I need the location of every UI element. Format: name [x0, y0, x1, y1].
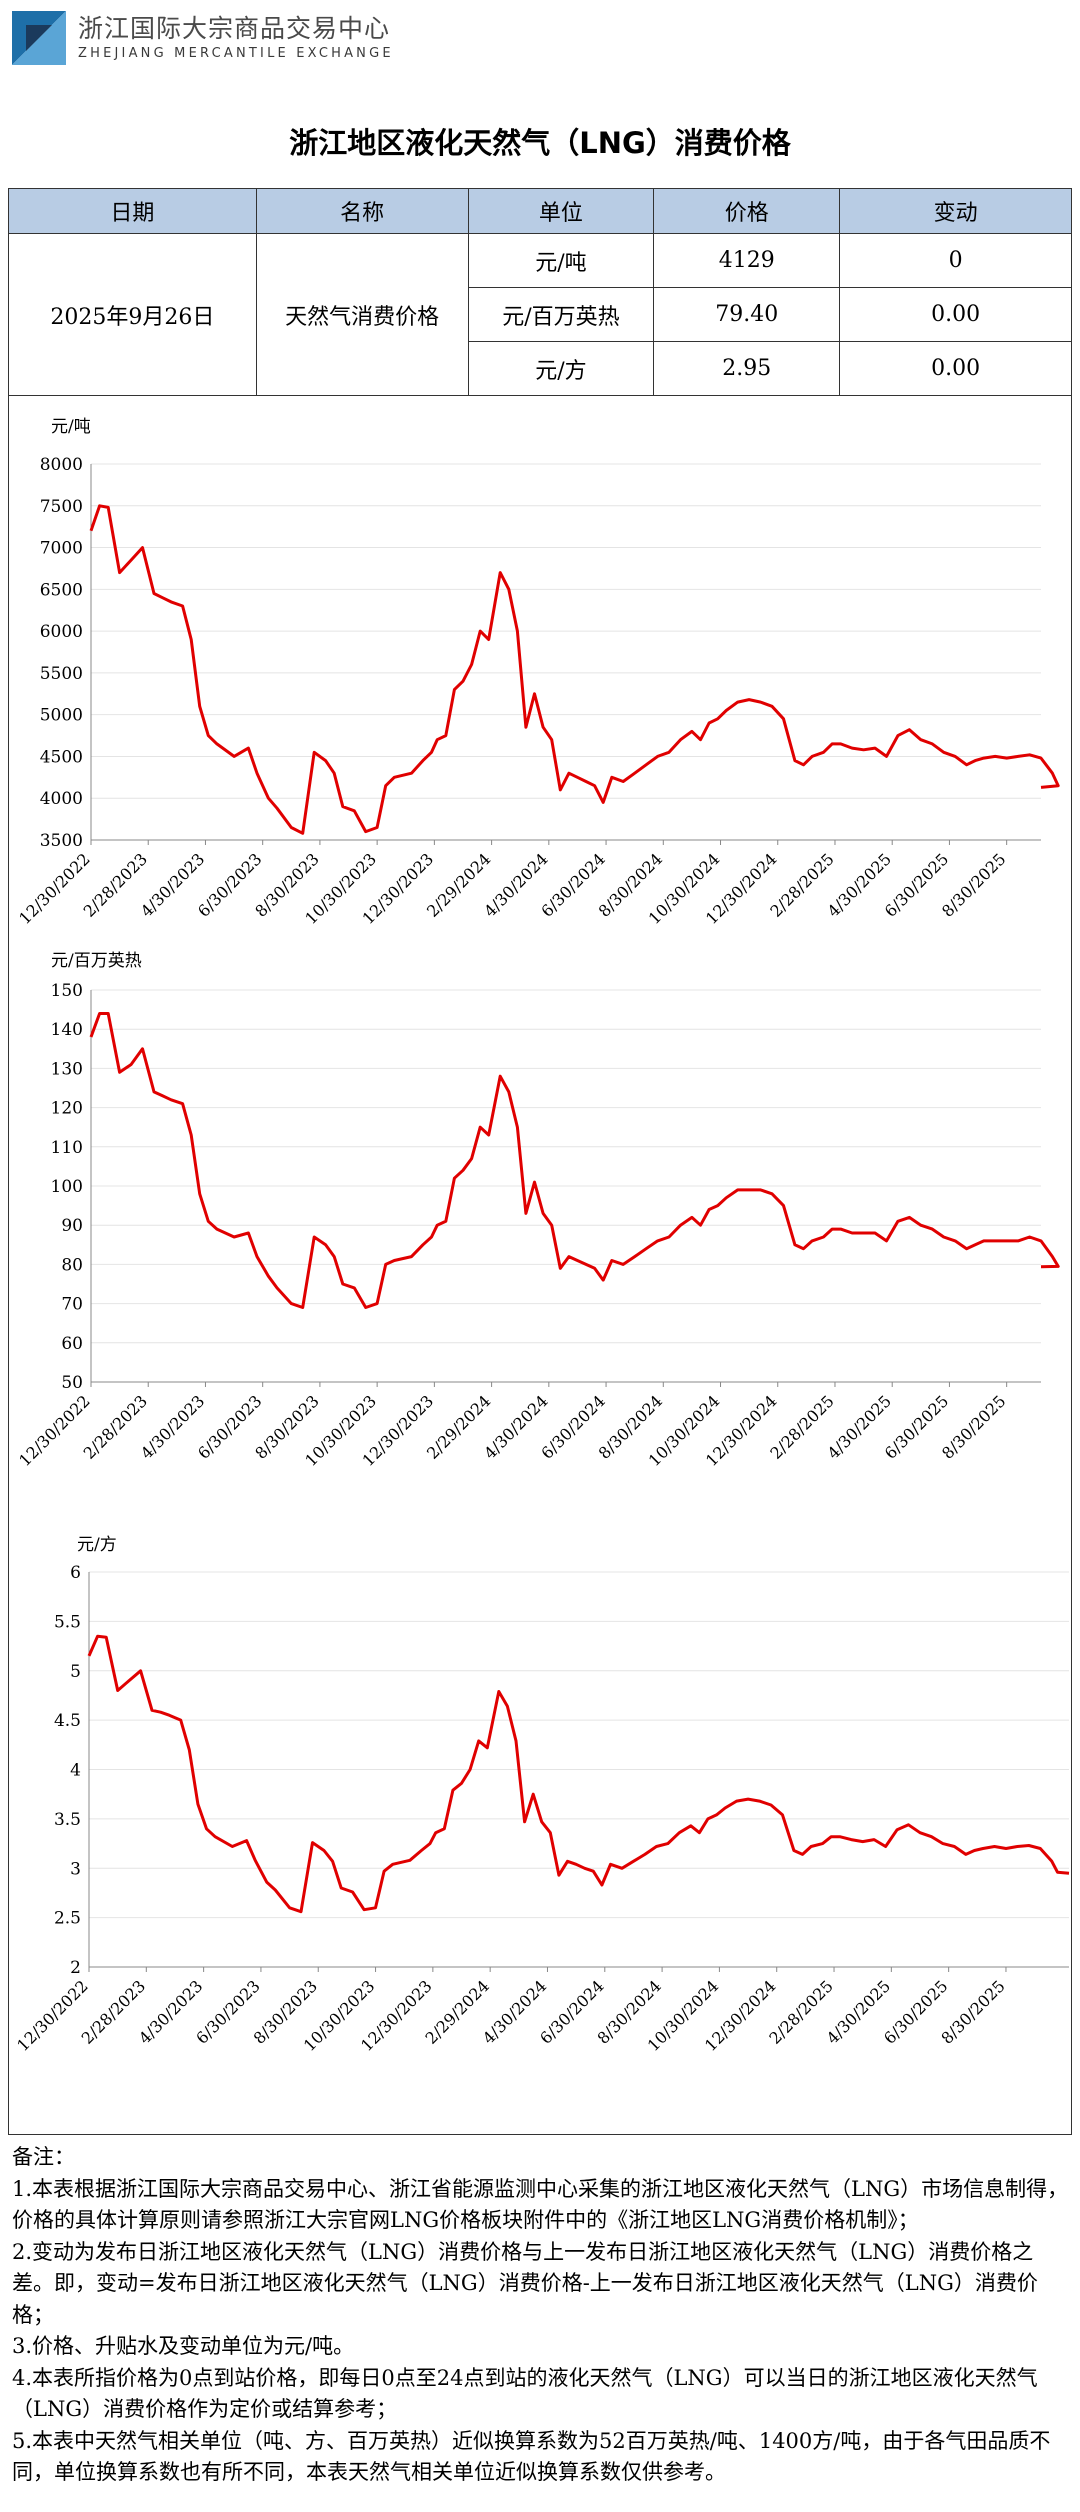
- price-table-header-row: 日期 名称 单位 价格 变动: [8, 188, 1072, 234]
- change-cell: 0: [839, 233, 1072, 288]
- header-date: 日期: [8, 188, 257, 234]
- notes-section: 备注： 1.本表根据浙江国际大宗商品交易中心、浙江省能源监测中心采集的浙江地区液…: [12, 2142, 1070, 2489]
- y-tick-label: 120: [51, 1099, 83, 1119]
- y-axis-label: 元/方: [77, 1535, 117, 1555]
- y-tick-label: 70: [61, 1295, 83, 1315]
- y-tick-label: 4: [70, 1761, 81, 1781]
- y-tick-label: 6500: [40, 580, 83, 600]
- y-tick-label: 6000: [40, 622, 83, 642]
- y-tick-label: 50: [61, 1373, 83, 1393]
- y-tick-label: 3.5: [54, 1810, 81, 1830]
- note-item: 5.本表中天然气相关单位（吨、方、百万英热）近似换算系数为52百万英热/吨、14…: [12, 2428, 1051, 2485]
- header-name: 名称: [255, 188, 469, 234]
- y-tick-label: 4.5: [54, 1711, 81, 1731]
- y-tick-label: 2.5: [54, 1909, 81, 1929]
- y-tick-label: 5000: [40, 706, 83, 726]
- y-tick-label: 3500: [40, 831, 83, 851]
- charts-panel: 3500 4000 4500 5000 5500 6000 6500 7000 7500 8000…: [8, 392, 1072, 2135]
- y-tick-label: 110: [51, 1138, 83, 1158]
- change-cell: 0.00: [839, 341, 1072, 396]
- y-tick-label: 5500: [40, 664, 83, 684]
- note-item: 1.本表根据浙江国际大宗商品交易中心、浙江省能源监测中心采集的浙江地区液化天然气…: [12, 2176, 1069, 2233]
- y-tick-label: 5.5: [54, 1612, 81, 1632]
- y-tick-label: 5: [70, 1662, 81, 1682]
- exchange-header: 浙江国际大宗商品交易中心 ZHEJIANG MERCANTILE EXCHANG…: [12, 8, 394, 68]
- header-unit: 单位: [467, 188, 655, 234]
- y-tick-label: 8000: [40, 455, 83, 475]
- page-title: 浙江地区液化天然气（LNG）消费价格: [289, 126, 791, 160]
- series-line: [89, 1012, 1060, 1309]
- x-tick-label: 12/30/2022: [15, 1391, 94, 1470]
- y-tick-label: 4000: [40, 789, 83, 809]
- date-cell: 2025年9月26日: [8, 233, 257, 396]
- price-cell: 4129: [653, 233, 841, 288]
- x-tick-label: 12/30/2022: [15, 849, 94, 928]
- y-tick-label: 140: [51, 1020, 83, 1040]
- note-item: 2.变动为发布日浙江地区液化天然气（LNG）消费价格与上一发布日浙江地区液化天然…: [12, 2239, 1038, 2327]
- table-row: 2025年9月26日 天然气消费价格 元/吨 4129 0: [8, 233, 1072, 396]
- y-tick-label: 130: [51, 1059, 83, 1079]
- y-tick-label: 2: [70, 1958, 81, 1978]
- y-tick-label: 3: [70, 1859, 81, 1879]
- notes-heading: 备注：: [12, 2145, 75, 2169]
- header-change: 变动: [839, 188, 1072, 234]
- y-tick-label: 4500: [40, 747, 83, 767]
- exchange-name-en: ZHEJIANG MERCANTILE EXCHANGE: [78, 46, 394, 61]
- y-tick-label: 150: [51, 981, 83, 1001]
- change-cell: 0.00: [839, 287, 1072, 342]
- unit-cell: 元/吨: [467, 233, 655, 288]
- y-axis-label: 元/百万英热: [51, 951, 142, 971]
- price-table: 日期 名称 单位 价格 变动 2025年9月26日 天然气消费价格 元/吨 41…: [8, 188, 1072, 396]
- unit-cell: 元/方: [467, 341, 655, 396]
- name-cell: 天然气消费价格: [255, 233, 469, 396]
- x-tick-label: 12/30/2022: [13, 1976, 92, 2055]
- price-cell: 2.95: [653, 341, 841, 396]
- unit-cell: 元/百万英热: [467, 287, 655, 342]
- note-item: 3.价格、升贴水及变动单位为元/吨。: [12, 2334, 355, 2358]
- table-row: 元/百万英热 79.40 0.00: [9, 287, 1072, 342]
- exchange-logo-icon: [12, 11, 66, 65]
- series-line: [89, 504, 1060, 835]
- y-tick-label: 90: [61, 1216, 83, 1236]
- y-axis-label: 元/吨: [51, 417, 91, 437]
- y-tick-label: 6: [70, 1563, 81, 1583]
- y-tick-label: 7000: [40, 539, 83, 559]
- table-row: 元/方 2.95 0.00: [9, 341, 1072, 396]
- header-price: 价格: [653, 188, 841, 234]
- y-tick-label: 60: [61, 1334, 83, 1354]
- price-charts: 3500 4000 4500 5000 5500 6000 6500 7000 7500 8000…: [13, 417, 1070, 2055]
- price-cell: 79.40: [653, 287, 841, 342]
- y-tick-label: 100: [51, 1177, 83, 1197]
- y-tick-label: 80: [61, 1255, 83, 1275]
- series-line: [87, 1634, 1070, 1914]
- note-item: 4.本表所指价格为0点到站价格，即每日0点至24点到站的液化天然气（LNG）可以…: [12, 2365, 1038, 2422]
- y-tick-label: 7500: [40, 497, 83, 517]
- exchange-name-cn: 浙江国际大宗商品交易中心: [78, 14, 391, 43]
